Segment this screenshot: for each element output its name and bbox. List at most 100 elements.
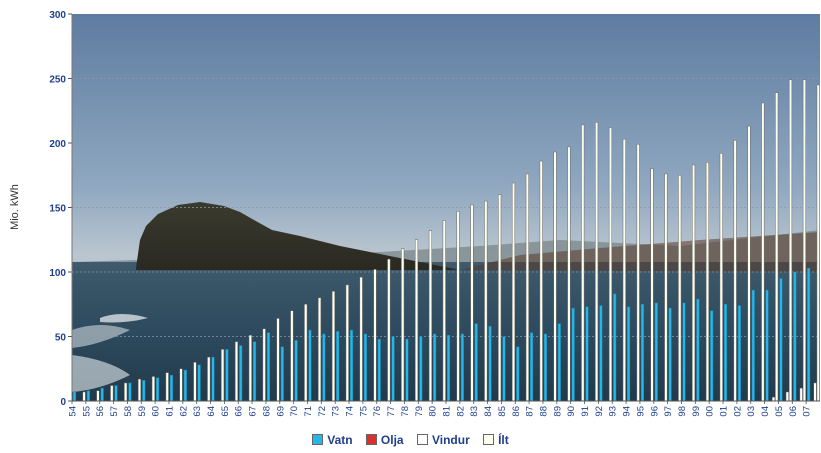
gridlines [72, 78, 820, 337]
x-tick-label: 88 [538, 406, 549, 417]
bar-ialt [414, 239, 419, 401]
bar-vatn [779, 278, 783, 401]
bar-ialt [193, 362, 197, 401]
bar-vatn [197, 364, 201, 401]
y-tick-label: 300 [49, 10, 66, 21]
legend-swatch-vindur [416, 434, 428, 445]
legend-item-ialt: Ílt [483, 433, 509, 447]
x-tick-label: 06 [788, 406, 799, 417]
y-tick-label: 100 [49, 268, 66, 279]
bar-ialt [151, 376, 155, 401]
bar-ialt [428, 230, 432, 401]
x-tick-label: 76 [372, 406, 383, 417]
bar-ialt [650, 168, 654, 401]
x-tick-label: 67 [248, 406, 259, 417]
bar-ialt [401, 248, 405, 401]
legend-item-olja: Olja [365, 433, 404, 447]
bar-vatn [211, 356, 215, 401]
bar-ialt [539, 160, 543, 401]
bar-ialt [442, 220, 446, 401]
bar-vatn [599, 305, 603, 401]
bar-vatn [543, 333, 548, 401]
x-tick-label: 63 [192, 406, 203, 417]
y-axis-label: Mio. kWh [9, 184, 21, 230]
bar-ialt [761, 102, 765, 401]
bar-ialt [484, 200, 488, 401]
bar-ialt [331, 291, 335, 401]
x-tick-label: 83 [469, 406, 480, 417]
bar-vindur [771, 396, 776, 401]
bar-vatn [128, 382, 132, 401]
bar-ialt [622, 138, 626, 401]
bar-vatn [668, 307, 672, 401]
bar-vatn [488, 325, 492, 401]
x-tick-label: 75 [358, 406, 369, 417]
bar-ialt [207, 356, 211, 401]
y-axis: 0 50 100 150 200 250 300 [49, 10, 73, 408]
bar-vatn [391, 336, 395, 401]
bar-ialt [553, 151, 557, 401]
legend-swatch-ialt [483, 434, 495, 445]
bar-ialt [581, 124, 585, 401]
y-tick-label: 250 [49, 75, 66, 86]
x-tick-label: 72 [317, 406, 328, 417]
x-tick-label: 59 [137, 406, 148, 417]
bar-ialt [124, 382, 128, 401]
bar-vatn [114, 385, 118, 401]
x-tick-label: 68 [261, 406, 272, 417]
x-tick-label: 81 [442, 406, 453, 417]
x-tick-label: 04 [760, 406, 771, 417]
legend-item-vatn: Vatn [312, 433, 353, 447]
x-tick-label: 87 [525, 406, 536, 417]
x-tick-label: 02 [732, 406, 743, 417]
bar-ialt [816, 84, 820, 401]
bar-vatn [377, 338, 381, 401]
bar-ialt [221, 349, 225, 401]
bar-vatn [627, 306, 631, 401]
bar-vatn [169, 374, 174, 401]
bar-vatn [86, 390, 90, 401]
bar-ialt [248, 334, 252, 401]
bar-vatn [266, 332, 270, 401]
bar-vatn [737, 305, 741, 401]
bar-ialt [387, 258, 391, 401]
bar-vatn [723, 304, 728, 401]
x-tick-label: 70 [289, 406, 300, 417]
bar-vatn [322, 333, 326, 401]
bar-ialt [359, 276, 363, 401]
x-tick-label: 56 [95, 406, 106, 417]
bar-vatn [502, 336, 506, 401]
bar-ialt [498, 194, 502, 401]
bar-ialt [276, 318, 280, 401]
bar-vatn [183, 369, 187, 401]
x-tick-label: 92 [594, 406, 605, 417]
bar-ialt [165, 372, 169, 401]
bar-ialt [775, 92, 779, 401]
bar-vatn [710, 310, 714, 401]
bar-ialt [96, 390, 100, 401]
bar-vatn [640, 304, 644, 401]
x-tick-label: 57 [109, 406, 120, 417]
bar-vindur [799, 387, 803, 401]
bar-ialt [719, 153, 723, 401]
bar-ialt [262, 328, 266, 401]
x-tick-label: 54 [68, 406, 79, 417]
bar-vatn [280, 346, 284, 401]
x-tick-label: 01 [719, 406, 730, 417]
x-tick-label: 62 [178, 406, 189, 417]
bar-ialt [137, 378, 142, 401]
bar-vatn [682, 302, 686, 401]
x-axis: 54 55 56 57 58 59 60 61 62 63 64 65 66 67 68 69 70 71 72 73… [68, 400, 820, 417]
bar-vatn [336, 331, 340, 401]
bar-vatn [751, 289, 755, 401]
bar-ialt [705, 162, 709, 401]
bar-ialt [636, 144, 640, 401]
x-tick-label: 82 [455, 406, 466, 417]
x-tick-label: 94 [622, 406, 633, 417]
bar-vatn [571, 307, 575, 401]
x-tick-label: 95 [635, 406, 646, 417]
bar-vatn [72, 391, 77, 401]
bar-ialt [456, 211, 460, 401]
x-tick-label: 79 [414, 406, 425, 417]
